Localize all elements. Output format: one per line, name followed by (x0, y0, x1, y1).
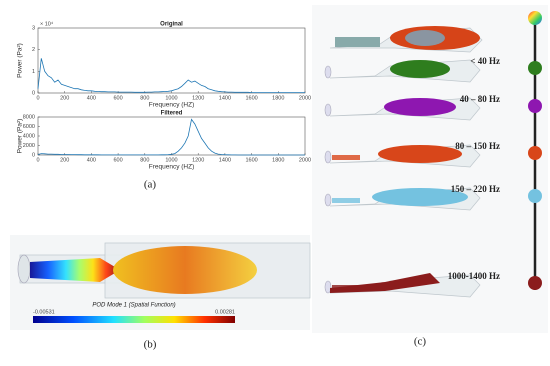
y-tick-label: 8000 (23, 114, 35, 120)
y-axis-label: Power (Pa²) (17, 119, 24, 154)
band-row (324, 273, 481, 298)
x-tick-label: 1800 (272, 95, 284, 101)
colorbar (33, 316, 235, 323)
mode-blob (390, 60, 450, 78)
y-tick-label: 1 (32, 69, 35, 75)
panel-label: (a) (144, 179, 157, 191)
x-tick-label: 800 (140, 95, 149, 101)
render-b (10, 235, 311, 330)
x-tick-label: 1400 (219, 157, 231, 163)
x-tick-label: 1200 (192, 157, 204, 163)
band-dot (528, 276, 542, 290)
x-tick-label: 600 (114, 157, 123, 163)
x-tick-label: 1000 (165, 157, 177, 163)
band-row (324, 59, 481, 83)
x-tick-label: 1600 (245, 95, 257, 101)
tube-end (17, 254, 31, 284)
band-label: 1000-1400 Hz (448, 271, 500, 281)
y-axis-label: Power (Pa²) (17, 43, 24, 78)
x-tick-label: 0 (36, 95, 39, 101)
tube-end (324, 280, 332, 294)
x-tick-label: 200 (60, 95, 69, 101)
x-axis-label: Frequency (HZ) (149, 164, 195, 171)
band-label: 40 – 80 Hz (460, 94, 500, 104)
band-row (324, 144, 481, 168)
band-dot (528, 146, 542, 160)
colorbar-title: POD Mode 1 (Spatial Function) (92, 303, 175, 309)
x-tick-label: 1200 (192, 95, 204, 101)
band-row (324, 97, 481, 121)
panel-label: (c) (414, 336, 427, 348)
mode-core (332, 155, 360, 160)
jet-core (30, 258, 120, 282)
all-bands-icon (528, 11, 542, 25)
plot-area (37, 27, 306, 94)
tube-end (324, 103, 332, 117)
colorbar-tick-label: -0.00531 (33, 309, 55, 315)
x-tick-label: 600 (114, 95, 123, 101)
band-dot (528, 189, 542, 203)
chart-title: Filtered (161, 111, 183, 117)
y-tick-label: 6000 (23, 124, 35, 130)
x-axis-label: Frequency (HZ) (149, 102, 195, 109)
mode-blob (378, 145, 462, 163)
x-tick-label: 400 (87, 95, 96, 101)
y-tick-label: 0 (32, 90, 35, 96)
x-tick-label: 400 (87, 157, 96, 163)
x-tick-label: 0 (36, 157, 39, 163)
y-tick-label: 2 (32, 47, 35, 53)
tube-end (324, 193, 332, 207)
x-tick-label: 1800 (272, 157, 284, 163)
band-row (324, 187, 481, 211)
x-tick-label: 2000 (299, 95, 311, 101)
jet-plume (113, 246, 257, 294)
band-label: 80 – 150 Hz (455, 141, 500, 151)
y-tick-label: 4000 (23, 133, 35, 139)
mode-core (332, 198, 360, 203)
band-dot (528, 61, 542, 75)
plot-area (37, 116, 306, 156)
x-tick-label: 1600 (245, 157, 257, 163)
spectrum-line (37, 118, 305, 156)
mode-core (332, 285, 360, 290)
chart-title: Original (160, 22, 183, 28)
band-dot (528, 99, 542, 113)
y-tick-label: 2000 (23, 143, 35, 149)
tube-end (324, 150, 332, 164)
x-tick-label: 800 (140, 157, 149, 163)
x-tick-label: 1400 (219, 95, 231, 101)
mode-blob (372, 188, 468, 206)
panel-label: (b) (144, 339, 157, 351)
y-tick-label: 0 (32, 152, 35, 158)
y-tick-label: 3 (32, 25, 35, 31)
spectrum-line (37, 58, 305, 93)
jet-all (405, 30, 445, 46)
mode-blob (384, 98, 456, 116)
tube-end (324, 65, 332, 79)
colorbar-tick-label: 0.00281 (215, 309, 235, 315)
x-tick-label: 1000 (165, 95, 177, 101)
band-label: 150 – 220 Hz (451, 184, 500, 194)
x-tick-label: 2000 (299, 157, 311, 163)
x-tick-label: 200 (60, 157, 69, 163)
band-label: < 40 Hz (470, 56, 500, 66)
jet-all (335, 37, 380, 47)
y-multiplier: × 10⁴ (40, 20, 54, 27)
